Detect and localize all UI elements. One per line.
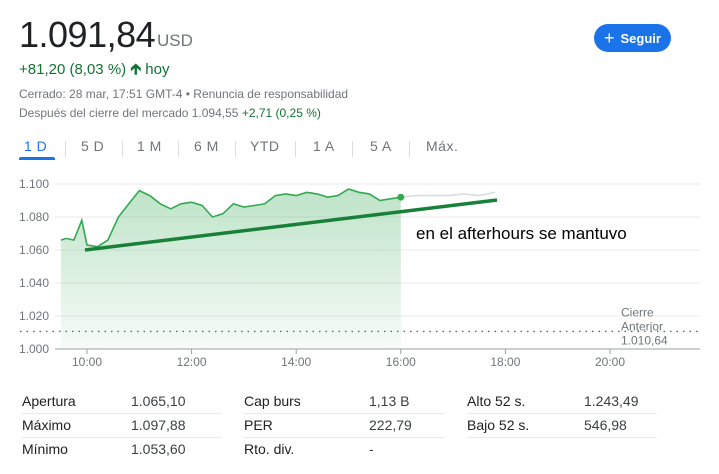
tab-1-a[interactable]: 1 A (313, 138, 335, 154)
price-line (60, 188, 401, 248)
stat-value: 1,13 B (369, 393, 410, 409)
stat-value: 1.097,88 (131, 417, 186, 433)
previous-close-label: 1.010,64 (621, 333, 668, 347)
tab-5-a[interactable]: 5 A (370, 138, 392, 154)
y-tick-label: 1.100 (19, 177, 49, 191)
after-hours-label: Después del cierre del mercado 1.094,55 (19, 106, 239, 120)
stat-divider (467, 413, 657, 414)
current-point (397, 193, 405, 201)
tab-divider (352, 141, 353, 157)
tab-6-m[interactable]: 6 M (194, 138, 219, 154)
follow-button-label: Seguir (620, 30, 661, 46)
stat-value: 222,79 (369, 417, 412, 433)
plus-icon: + (604, 28, 615, 48)
tab-1-d[interactable]: 1 D (24, 138, 48, 154)
stat-label: Cap burs (244, 393, 301, 409)
change-value: +81,20 (8,03 %) (19, 61, 127, 78)
closed-info: Cerrado: 28 mar, 17:51 GMT-4 • Renuncia … (19, 87, 349, 101)
after-hours-info: Después del cierre del mercado 1.094,55 … (19, 106, 321, 120)
y-tick-label: 1.000 (19, 342, 49, 356)
previous-close-label: Cierre (621, 305, 654, 319)
tab-divider (65, 141, 66, 157)
tab-divider (295, 141, 296, 157)
trend-line (84, 198, 498, 252)
stat-label: Apertura (22, 393, 76, 409)
x-tick-label: 14:00 (281, 355, 311, 369)
tab-ytd[interactable]: YTD (250, 138, 280, 154)
stat-value: 1.065,10 (131, 393, 186, 409)
follow-button[interactable]: + Seguir (594, 24, 671, 52)
stock-price: 1.091,84 (19, 14, 156, 55)
x-tick-label: 10:00 (72, 355, 102, 369)
after-hours-change: +2,71 (0,25 %) (241, 106, 321, 120)
tab-m-x[interactable]: Máx. (426, 138, 459, 154)
stat-divider (244, 437, 444, 438)
stat-label: Mínimo (22, 441, 68, 457)
previous-close-label: Anterior (621, 319, 663, 333)
change-period: hoy (145, 61, 170, 78)
stat-label: Alto 52 s. (467, 393, 526, 409)
annotation-text: en el afterhours se mantuvo (416, 224, 627, 243)
stat-divider (22, 413, 222, 414)
area-fill (60, 189, 401, 349)
stat-divider (467, 437, 657, 438)
y-tick-label: 1.020 (19, 309, 49, 323)
stat-label: Máximo (22, 417, 72, 433)
active-tab-indicator (19, 157, 55, 160)
tab-divider (122, 141, 123, 157)
x-tick-label: 20:00 (595, 355, 625, 369)
stat-value: 546,98 (584, 417, 627, 433)
stat-label: Rto. div. (244, 441, 295, 457)
tab-1-m[interactable]: 1 M (137, 138, 162, 154)
tab-divider (235, 141, 236, 157)
x-tick-label: 18:00 (490, 355, 520, 369)
price-chart: 1.000 1.020 1.040 1.060 1.080 1.100 10:00 12:00… (19, 177, 700, 369)
currency-label: USD (157, 31, 193, 50)
tab-5-d[interactable]: 5 D (81, 138, 105, 154)
x-tick-label: 16:00 (386, 355, 416, 369)
price-change: +81,20 (8,03 %) 🡱 hoy (19, 59, 169, 84)
y-tick-label: 1.080 (19, 210, 49, 224)
y-tick-label: 1.040 (19, 276, 49, 290)
stat-divider (244, 413, 444, 414)
stat-divider (22, 437, 222, 438)
arrow-up-icon: 🡱 (130, 61, 142, 78)
stat-value: 1.053,60 (131, 441, 186, 457)
tab-divider (409, 141, 410, 157)
stat-label: Bajo 52 s. (467, 417, 530, 433)
after-hours-line (400, 191, 496, 198)
stat-value: - (369, 441, 374, 457)
stat-label: PER (244, 417, 273, 433)
y-tick-label: 1.060 (19, 243, 49, 257)
x-tick-label: 12:00 (177, 355, 207, 369)
stat-value: 1.243,49 (584, 393, 639, 409)
tab-divider (178, 141, 179, 157)
